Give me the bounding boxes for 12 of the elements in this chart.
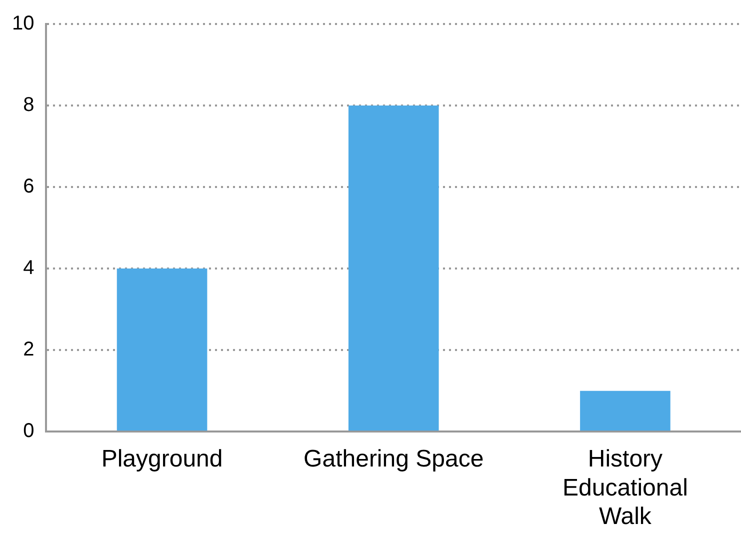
y-tick-label: 10 <box>12 12 34 35</box>
x-tick-label: History Educational Walk <box>562 446 688 530</box>
y-tick-label: 2 <box>23 338 34 361</box>
y-tick-label: 6 <box>23 176 34 198</box>
y-tick-label: 4 <box>23 257 34 280</box>
x-tick-label: Playground <box>101 446 223 473</box>
y-tick-label: 8 <box>23 94 34 116</box>
bar <box>580 390 670 431</box>
x-tick-label: Gathering Space <box>304 446 484 473</box>
y-tick-label: 0 <box>23 420 34 442</box>
bar <box>116 268 208 431</box>
bar <box>348 106 439 431</box>
